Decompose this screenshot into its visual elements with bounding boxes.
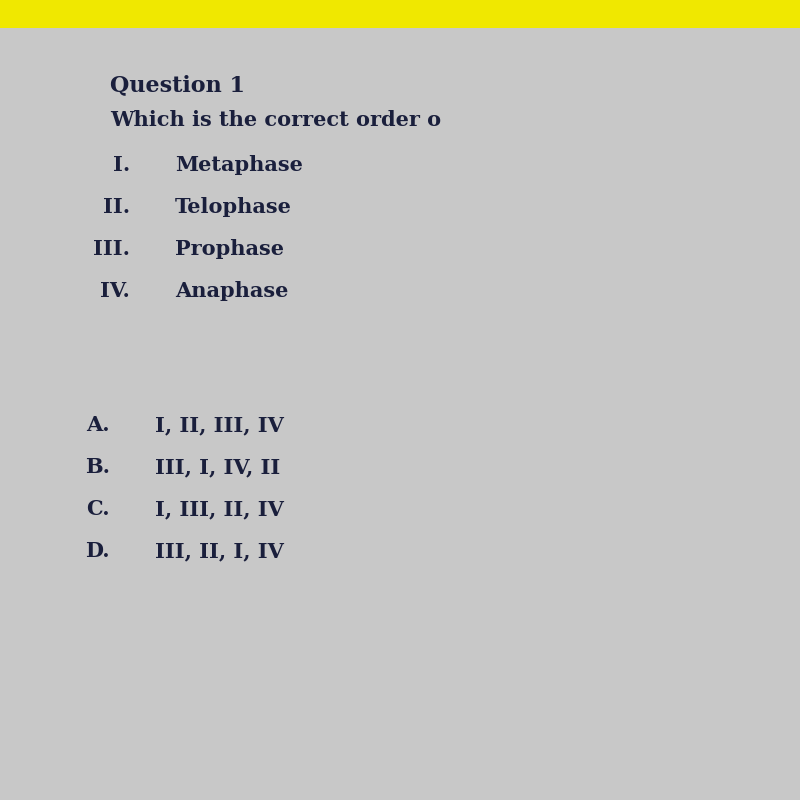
Text: III, I, IV, II: III, I, IV, II <box>155 457 280 477</box>
Text: B.: B. <box>85 457 110 477</box>
Bar <box>0 0 800 28</box>
Text: III.: III. <box>93 239 130 259</box>
Text: Anaphase: Anaphase <box>175 281 288 301</box>
Text: Which is the correct order o: Which is the correct order o <box>110 110 441 130</box>
Text: II.: II. <box>103 197 130 217</box>
Text: IV.: IV. <box>100 281 130 301</box>
Text: C.: C. <box>86 499 110 519</box>
Text: A.: A. <box>86 415 110 435</box>
Text: Prophase: Prophase <box>175 239 284 259</box>
Text: I.: I. <box>113 155 130 175</box>
Text: I, III, II, IV: I, III, II, IV <box>155 499 284 519</box>
Text: D.: D. <box>86 541 110 561</box>
Text: III, II, I, IV: III, II, I, IV <box>155 541 284 561</box>
Text: Question 1: Question 1 <box>110 74 245 96</box>
Text: I, II, III, IV: I, II, III, IV <box>155 415 284 435</box>
Text: Telophase: Telophase <box>175 197 292 217</box>
Text: Metaphase: Metaphase <box>175 155 303 175</box>
